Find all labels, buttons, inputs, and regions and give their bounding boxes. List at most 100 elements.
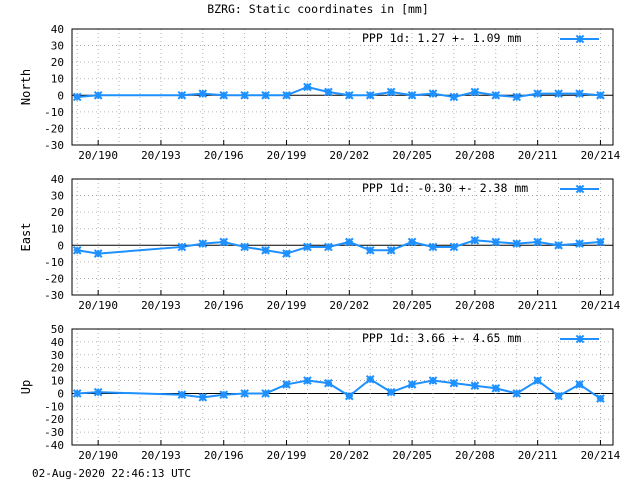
x-tick-label: 20/190 <box>78 299 118 312</box>
x-tick-label: 20/208 <box>455 449 495 462</box>
y-tick-label: -10 <box>44 106 64 119</box>
y-tick-label: 0 <box>57 387 64 400</box>
data-point-marker-20 <box>554 240 563 250</box>
data-point-marker-14 <box>428 376 438 385</box>
data-point-marker-20 <box>554 89 563 98</box>
x-tick-label: 20/196 <box>204 149 244 162</box>
x-tick-label: 20/202 <box>329 149 369 162</box>
y-tick-label: 10 <box>51 375 64 388</box>
y-tick-label: 50 <box>51 323 64 336</box>
data-point-marker-15 <box>449 92 459 102</box>
data-point-marker-19 <box>533 89 542 98</box>
x-tick-label: 20/199 <box>267 299 307 312</box>
data-point-marker-21 <box>575 380 584 389</box>
data-point-marker-4 <box>219 390 229 400</box>
y-tick-label: 0 <box>57 239 64 252</box>
data-point-marker-14 <box>428 242 438 252</box>
y-tick-label: 40 <box>51 336 64 349</box>
x-tick-label: 20/193 <box>141 149 181 162</box>
data-point-marker-12 <box>386 87 396 97</box>
data-point-marker-0 <box>72 92 82 102</box>
x-tick-label: 20/214 <box>581 299 621 312</box>
data-point-marker-3 <box>198 393 208 402</box>
y-tick-label: -10 <box>44 400 64 413</box>
data-point-marker-11 <box>365 245 375 255</box>
x-tick-label: 20/214 <box>581 149 621 162</box>
data-point-marker-4 <box>219 237 229 247</box>
data-point-marker-5 <box>240 90 249 100</box>
y-tick-label: 30 <box>51 349 64 362</box>
data-point-marker-2 <box>177 242 187 252</box>
data-point-marker-legend <box>575 334 585 344</box>
data-point-marker-16 <box>470 87 480 97</box>
data-point-marker-6 <box>261 245 270 255</box>
data-point-marker-9 <box>324 378 333 388</box>
x-tick-label: 20/211 <box>518 449 558 462</box>
legend-label: PPP 1d: -0.30 +- 2.38 mm <box>362 181 528 195</box>
y-tick-label: -30 <box>44 426 64 439</box>
data-point-marker-6 <box>261 389 270 398</box>
y-tick-label: 30 <box>51 40 64 53</box>
data-point-marker-0 <box>72 245 82 255</box>
data-point-marker-9 <box>324 242 333 252</box>
data-point-marker-15 <box>449 378 459 388</box>
data-point-marker-0 <box>72 389 82 398</box>
x-tick-label: 20/211 <box>518 149 558 162</box>
y-tick-label: -10 <box>44 256 64 269</box>
data-point-marker-22 <box>596 237 605 247</box>
plot-frame <box>71 178 614 296</box>
x-tick-label: 20/190 <box>78 449 118 462</box>
data-point-marker-1 <box>93 387 103 397</box>
y-tick-label: -30 <box>44 289 64 302</box>
plot-frame <box>71 328 614 446</box>
data-point-marker-2 <box>177 390 187 400</box>
data-point-marker-9 <box>324 87 333 97</box>
x-tick-label: 20/205 <box>392 299 432 312</box>
data-point-marker-13 <box>407 380 417 389</box>
data-point-marker-10 <box>344 90 354 100</box>
y-tick-label: -20 <box>44 122 64 135</box>
y-tick-label: 30 <box>51 190 64 203</box>
data-point-marker-5 <box>240 389 249 398</box>
data-point-marker-13 <box>407 90 417 100</box>
data-point-marker-5 <box>240 242 249 252</box>
data-point-marker-4 <box>219 90 229 100</box>
x-tick-label: 20/199 <box>267 149 307 162</box>
y-tick-label: -20 <box>44 413 64 426</box>
data-point-marker-7 <box>282 249 291 258</box>
x-tick-label: 20/193 <box>141 449 181 462</box>
y-tick-label: 0 <box>57 89 64 102</box>
x-tick-label: 20/214 <box>581 449 621 462</box>
data-point-marker-22 <box>596 394 605 403</box>
legend-label: PPP 1d: 1.27 +- 1.09 mm <box>362 31 521 45</box>
series-line <box>77 378 602 400</box>
timestamp-footer: 02-Aug-2020 22:46:13 UTC <box>32 467 191 480</box>
y-axis-title: Up <box>19 380 33 394</box>
data-point-marker-16 <box>470 381 480 391</box>
y-tick-label: 40 <box>51 173 64 186</box>
data-point-marker-12 <box>386 387 396 397</box>
x-tick-label: 20/193 <box>141 299 181 312</box>
data-point-marker-20 <box>554 391 563 401</box>
x-tick-label: 20/202 <box>329 449 369 462</box>
x-tick-label: 20/208 <box>455 299 495 312</box>
data-point-marker-legend <box>575 34 585 44</box>
data-point-marker-6 <box>261 90 270 100</box>
data-point-marker-1 <box>93 90 103 100</box>
data-point-marker-3 <box>198 89 208 98</box>
y-tick-label: 20 <box>51 56 64 69</box>
y-tick-label: -30 <box>44 139 64 152</box>
x-tick-label: 20/196 <box>204 449 244 462</box>
data-point-marker-8 <box>303 82 312 92</box>
data-point-marker-19 <box>533 376 542 385</box>
y-axis-title: North <box>19 69 33 105</box>
data-point-marker-8 <box>303 376 312 385</box>
y-tick-label: 20 <box>51 206 64 219</box>
data-point-marker-21 <box>575 89 584 98</box>
data-point-marker-11 <box>365 374 375 384</box>
data-point-marker-22 <box>596 90 605 100</box>
series-line <box>77 239 601 255</box>
